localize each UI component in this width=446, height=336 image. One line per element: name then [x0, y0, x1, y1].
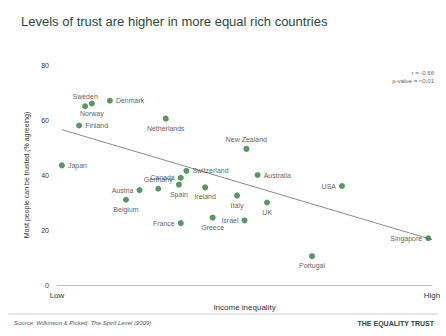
svg-text:UK: UK — [262, 209, 272, 216]
svg-text:France: France — [153, 220, 175, 227]
svg-text:High: High — [424, 291, 440, 300]
svg-text:Austria: Austria — [112, 187, 134, 194]
svg-text:Portugal: Portugal — [299, 262, 326, 270]
svg-text:Source: Wilkinson & Pickett, T: Source: Wilkinson & Pickett, The Spirit … — [14, 320, 151, 326]
svg-text:p-value = <0.01: p-value = <0.01 — [392, 78, 434, 84]
svg-text:Levels of trust are higher in: Levels of trust are higher in more equal… — [21, 14, 328, 29]
svg-text:Singapore: Singapore — [390, 235, 422, 243]
svg-text:Income inequality: Income inequality — [213, 303, 275, 312]
svg-text:Israel: Israel — [221, 217, 239, 224]
svg-text:Switzerland: Switzerland — [192, 167, 228, 174]
svg-text:Ireland: Ireland — [194, 193, 216, 200]
svg-text:New Zealand: New Zealand — [226, 136, 267, 143]
svg-text:USA: USA — [322, 183, 337, 190]
svg-text:Belgium: Belgium — [113, 206, 138, 214]
svg-text:Greece: Greece — [201, 224, 224, 231]
svg-text:20: 20 — [41, 227, 49, 234]
svg-text:Italy: Italy — [231, 202, 244, 210]
svg-text:Australia: Australia — [264, 172, 291, 179]
svg-text:Most people can be trusted (%: Most people can be trusted (% agreeing) — [23, 112, 31, 238]
svg-text:60: 60 — [41, 117, 49, 124]
svg-text:Norway: Norway — [80, 110, 104, 118]
svg-text:Sweden: Sweden — [72, 93, 97, 100]
svg-text:Denmark: Denmark — [116, 97, 145, 104]
svg-text:Canada: Canada — [150, 174, 175, 181]
svg-text:r = -0.66: r = -0.66 — [411, 70, 434, 76]
svg-text:Japan: Japan — [68, 162, 87, 170]
svg-text:Netherlands: Netherlands — [147, 125, 185, 132]
svg-text:0: 0 — [45, 282, 49, 289]
svg-text:Low: Low — [50, 291, 65, 300]
svg-text:THE EQUALITY TRUST: THE EQUALITY TRUST — [358, 320, 435, 328]
svg-text:80: 80 — [41, 62, 49, 69]
svg-text:Spain: Spain — [170, 191, 188, 199]
svg-text:40: 40 — [41, 172, 49, 179]
svg-text:Finland: Finland — [85, 122, 108, 129]
